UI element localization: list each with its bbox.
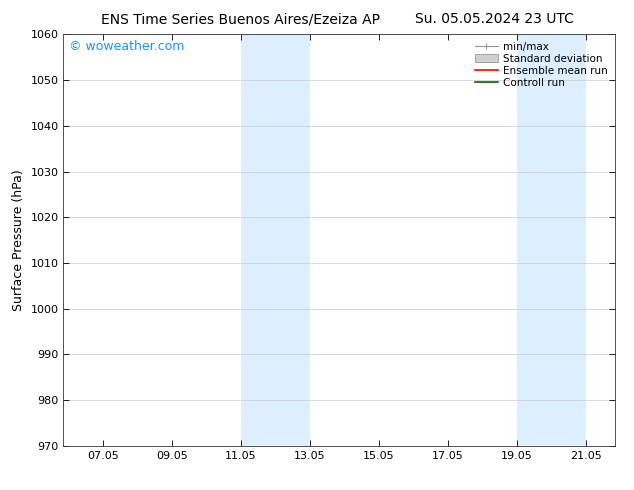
Legend: min/max, Standard deviation, Ensemble mean run, Controll run: min/max, Standard deviation, Ensemble me… xyxy=(473,40,610,90)
Bar xyxy=(241,34,310,446)
Bar xyxy=(517,34,586,446)
Text: Su. 05.05.2024 23 UTC: Su. 05.05.2024 23 UTC xyxy=(415,12,574,26)
Text: © woweather.com: © woweather.com xyxy=(69,41,184,53)
Text: ENS Time Series Buenos Aires/Ezeiza AP: ENS Time Series Buenos Aires/Ezeiza AP xyxy=(101,12,380,26)
Y-axis label: Surface Pressure (hPa): Surface Pressure (hPa) xyxy=(12,169,25,311)
